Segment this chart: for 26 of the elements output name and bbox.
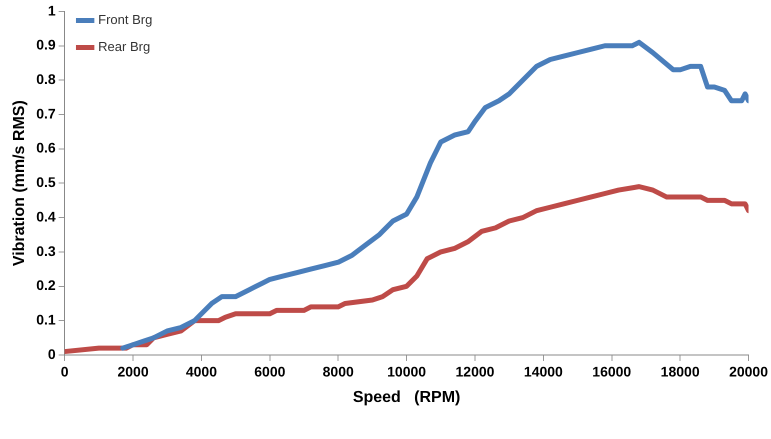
x-tick-label: 16000 [592, 363, 632, 380]
y-tick-label: 0.2 [36, 277, 56, 294]
x-tick-label: 0 [60, 363, 69, 380]
y-tick-label: 0.1 [36, 312, 56, 328]
y-tick-label: 0.8 [36, 70, 56, 87]
y-tick-label: 0.5 [36, 174, 56, 190]
x-tick-label: 20000 [729, 363, 768, 380]
y-tick-label: 0.6 [36, 140, 56, 156]
legend-label: Rear Brg [98, 39, 150, 54]
y-tick-label: 0.4 [36, 208, 56, 224]
y-tick-label: 0.3 [36, 242, 56, 259]
y-axis-title: Vibration (mm/s RMS) [11, 100, 28, 266]
y-tick-label: 0.7 [36, 105, 56, 122]
x-tick-label: 6000 [254, 363, 286, 380]
x-tick-label: 8000 [322, 363, 354, 380]
legend-label: Front Brg [98, 12, 152, 28]
x-tick-label: 12000 [456, 363, 495, 380]
x-axis-title: Speed (RPM) [352, 388, 460, 406]
x-tick-label: 18000 [660, 363, 700, 380]
x-tick-label: 2000 [117, 363, 149, 380]
y-tick-label: 0.9 [36, 36, 56, 53]
y-tick-label: 1 [48, 2, 56, 18]
x-tick-label: 10000 [387, 363, 426, 380]
x-tick-label: 4000 [186, 363, 218, 380]
y-tick-label: 0 [48, 346, 56, 362]
x-tick-label: 14000 [524, 363, 564, 380]
